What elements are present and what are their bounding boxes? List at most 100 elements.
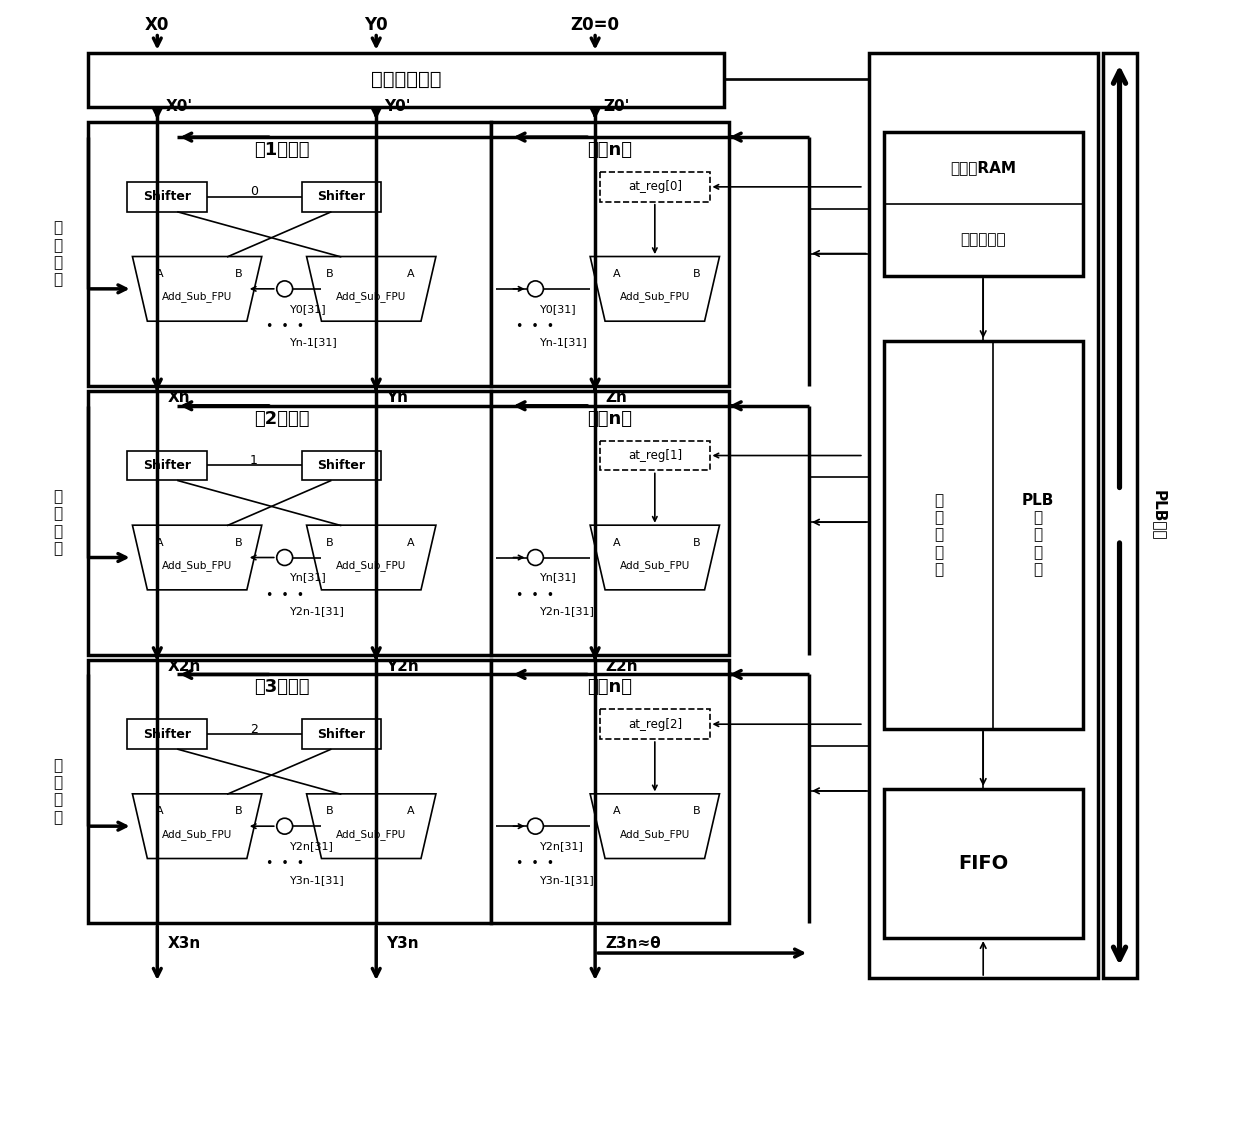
Text: B: B [326, 537, 334, 548]
Text: •  •  •: • • • [265, 320, 304, 333]
Polygon shape [133, 525, 262, 590]
Text: B: B [326, 807, 334, 816]
Text: X0: X0 [145, 16, 170, 34]
Bar [1102, 53, 1137, 978]
Text: Add_Sub_FPU: Add_Sub_FPU [620, 829, 689, 839]
Text: Yn[31]: Yn[31] [290, 572, 326, 582]
Text: Shifter: Shifter [144, 728, 191, 741]
Text: 主
控
制
模
块: 主 控 制 模 块 [934, 493, 942, 578]
Text: Y2n: Y2n [386, 659, 419, 674]
Text: 第3级流水: 第3级流水 [254, 679, 310, 697]
Text: A: A [614, 537, 621, 548]
Text: Y3n: Y3n [386, 936, 419, 950]
Polygon shape [133, 794, 262, 858]
Text: A: A [407, 807, 415, 816]
Text: Y2n-1[31]: Y2n-1[31] [541, 606, 595, 616]
Text: 查找表RAM: 查找表RAM [950, 160, 1017, 175]
Text: 复用n次: 复用n次 [588, 141, 632, 159]
Text: 配置寄存器: 配置寄存器 [961, 232, 1006, 247]
Text: 象限转换模块: 象限转换模块 [371, 71, 441, 90]
Text: 0: 0 [249, 185, 258, 199]
Text: A: A [407, 269, 415, 279]
Text: Y2n[31]: Y2n[31] [541, 842, 584, 852]
Text: B: B [693, 807, 701, 816]
Text: Yn-1[31]: Yn-1[31] [290, 338, 337, 348]
Text: X2n: X2n [167, 659, 201, 674]
Bar [869, 53, 1097, 978]
Polygon shape [133, 257, 262, 321]
Bar [600, 441, 709, 470]
Text: Y3n-1[31]: Y3n-1[31] [541, 875, 595, 885]
Bar [128, 719, 207, 749]
Bar [884, 132, 1083, 276]
Text: Add_Sub_FPU: Add_Sub_FPU [162, 292, 232, 302]
Text: •  •  •: • • • [516, 320, 554, 333]
Text: Y0[31]: Y0[31] [290, 304, 326, 314]
Text: Shifter: Shifter [317, 191, 366, 203]
Polygon shape [306, 794, 436, 858]
Text: Shifter: Shifter [317, 728, 366, 741]
Text: 1: 1 [250, 454, 258, 467]
Text: Y3n-1[31]: Y3n-1[31] [290, 875, 345, 885]
Polygon shape [306, 257, 436, 321]
Text: Y2n-1[31]: Y2n-1[31] [290, 606, 345, 616]
Text: •  •  •: • • • [516, 589, 554, 601]
Bar [88, 53, 724, 108]
Polygon shape [590, 794, 719, 858]
Text: A: A [155, 537, 164, 548]
Text: 迭
代
模
块: 迭 代 模 块 [53, 489, 62, 557]
Text: B: B [326, 269, 334, 279]
Text: •  •  •: • • • [516, 857, 554, 871]
Polygon shape [306, 525, 436, 590]
Text: A: A [614, 807, 621, 816]
Text: Yn-1[31]: Yn-1[31] [541, 338, 588, 348]
Text: 迭
代
模
块: 迭 代 模 块 [53, 220, 62, 287]
Text: Add_Sub_FPU: Add_Sub_FPU [162, 560, 232, 571]
Text: at_reg[2]: at_reg[2] [627, 718, 682, 730]
Bar [301, 182, 381, 212]
Bar [491, 122, 729, 386]
Text: Zn: Zn [605, 390, 627, 405]
Bar [88, 390, 491, 654]
Polygon shape [590, 525, 719, 590]
Polygon shape [590, 257, 719, 321]
Text: Y0: Y0 [365, 16, 388, 34]
Text: at_reg[0]: at_reg[0] [627, 181, 682, 193]
Text: 第2级流水: 第2级流水 [254, 410, 310, 427]
Text: X3n: X3n [167, 936, 201, 950]
Text: 2: 2 [250, 723, 258, 736]
Text: Z2n: Z2n [605, 659, 637, 674]
Text: Shifter: Shifter [144, 191, 191, 203]
Text: •  •  •: • • • [265, 857, 304, 871]
Bar [491, 660, 729, 923]
Text: Z0=0: Z0=0 [570, 16, 620, 34]
Text: Add_Sub_FPU: Add_Sub_FPU [620, 292, 689, 302]
Text: at_reg[1]: at_reg[1] [627, 449, 682, 462]
Text: Shifter: Shifter [144, 459, 191, 472]
Text: 第1级流水: 第1级流水 [254, 141, 310, 159]
Bar [491, 390, 729, 654]
Text: B: B [236, 269, 243, 279]
Text: X0': X0' [165, 99, 192, 114]
Text: •  •  •: • • • [265, 589, 304, 601]
Bar [301, 451, 381, 480]
Text: Add_Sub_FPU: Add_Sub_FPU [336, 560, 407, 571]
Text: Add_Sub_FPU: Add_Sub_FPU [336, 829, 407, 839]
Bar [600, 709, 709, 739]
Text: Yn: Yn [386, 390, 408, 405]
Bar [88, 122, 491, 386]
Bar [301, 719, 381, 749]
Text: A: A [155, 807, 164, 816]
Text: A: A [407, 537, 415, 548]
Bar [88, 660, 491, 923]
Bar [884, 789, 1083, 938]
Text: Add_Sub_FPU: Add_Sub_FPU [162, 829, 232, 839]
Text: Y0[31]: Y0[31] [541, 304, 577, 314]
Text: Add_Sub_FPU: Add_Sub_FPU [620, 560, 689, 571]
Text: 复用n次: 复用n次 [588, 679, 632, 697]
Text: Add_Sub_FPU: Add_Sub_FPU [336, 292, 407, 302]
Text: Z3n≈θ: Z3n≈θ [605, 936, 661, 950]
Bar [128, 182, 207, 212]
Text: B: B [236, 807, 243, 816]
Text: B: B [693, 269, 701, 279]
